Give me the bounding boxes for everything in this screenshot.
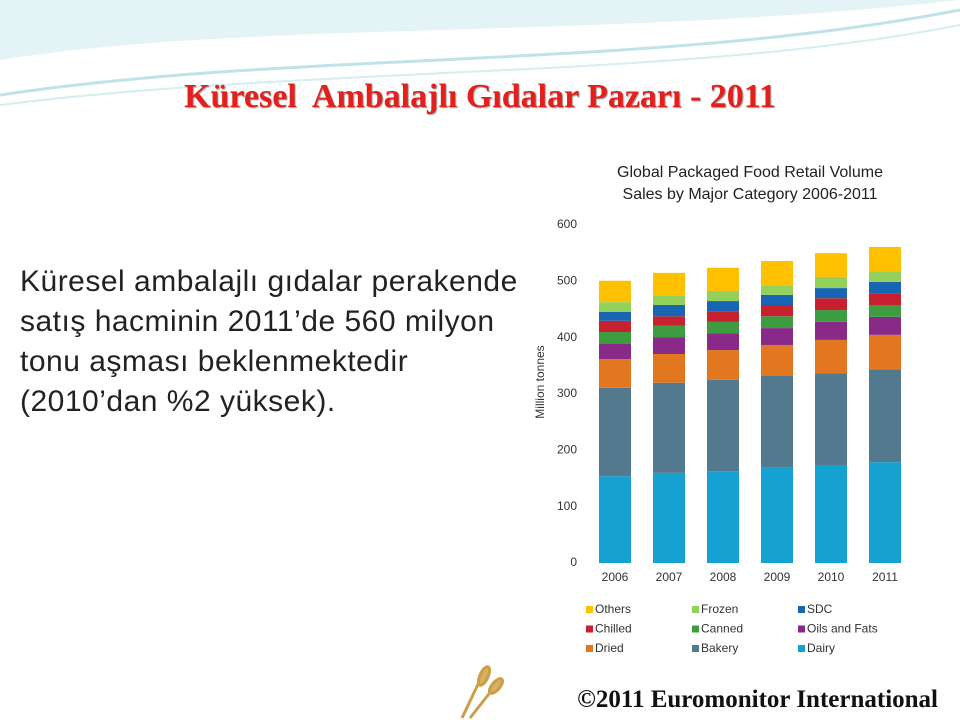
bar-segment	[761, 316, 793, 329]
legend-label: SDC	[807, 602, 833, 616]
bar-segment	[869, 316, 901, 335]
legend-swatch	[798, 625, 805, 633]
x-tick-label: 2008	[710, 570, 737, 584]
legend-label: Others	[595, 602, 631, 616]
bar-segment	[761, 294, 793, 305]
bar-segment	[815, 339, 847, 374]
bar-segment	[761, 261, 793, 286]
bar-segment	[599, 387, 631, 477]
legend-label: Dairy	[807, 641, 835, 655]
y-axis-label: Million tonnes	[533, 345, 547, 418]
bar-segment	[869, 304, 901, 317]
bar-segment	[707, 379, 739, 472]
bar-segment	[761, 375, 793, 468]
bar-segment	[815, 276, 847, 289]
slide-title: Küresel Ambalajlı Gıdalar Pazarı - 2011	[184, 78, 776, 115]
bar-segment	[599, 476, 631, 563]
bar-segment	[653, 472, 685, 563]
wheat-icon	[460, 665, 505, 719]
decor	[0, 0, 960, 60]
bar-segment	[653, 272, 685, 296]
bar-segment	[815, 464, 847, 563]
bar-segment	[599, 302, 631, 312]
legend-swatch	[692, 606, 699, 613]
bar-segment	[815, 298, 847, 311]
y-tick-label: 200	[557, 443, 577, 457]
bar-segment	[653, 354, 685, 383]
decor	[0, 8, 960, 97]
bar-segment	[707, 350, 739, 380]
bar-segment	[653, 382, 685, 473]
chart-subtitle: Sales by Major Category 2006-2011	[622, 186, 878, 203]
chart-title: Global Packaged Food Retail Volume	[617, 164, 883, 181]
bar-segment	[815, 253, 847, 277]
bar-segment	[599, 343, 631, 360]
legend-swatch	[586, 645, 593, 652]
legend-label: Frozen	[701, 602, 738, 616]
x-tick-label: 2009	[764, 570, 791, 584]
bar-segment	[599, 311, 631, 321]
x-tick-label: 2011	[872, 570, 898, 584]
footer: ©2011 Euromonitor International	[577, 686, 938, 713]
bar-segment	[599, 280, 631, 303]
bar-segment	[815, 288, 847, 299]
legend-swatch	[798, 606, 805, 613]
bar-segment	[815, 310, 847, 322]
bar-segment	[761, 328, 793, 345]
bar-segment	[815, 321, 847, 340]
bar-segment	[761, 344, 793, 376]
bar-segment	[707, 267, 739, 291]
y-tick-label: 400	[557, 330, 577, 344]
bar-segment	[707, 471, 739, 563]
legend-label: Dried	[595, 641, 624, 655]
bar-segment	[707, 311, 739, 322]
bar-segment	[653, 304, 685, 317]
legend-label: Oils and Fats	[807, 622, 878, 636]
y-tick-label: 500	[557, 274, 577, 288]
bar-segment	[707, 333, 739, 351]
legend-swatch	[586, 606, 593, 613]
legend-swatch	[586, 625, 593, 633]
body-text: Küresel ambalajlı gıdalar perakende satı…	[20, 265, 518, 418]
x-tick-label: 2010	[818, 570, 845, 584]
y-tick-label: 600	[557, 217, 577, 231]
y-tick-label: 100	[557, 499, 577, 513]
x-tick-label: 2006	[602, 570, 629, 584]
bar-segment	[653, 325, 685, 338]
y-tick-label: 0	[570, 555, 577, 569]
bar-segment	[869, 271, 901, 282]
bar-segment	[653, 337, 685, 355]
bar-segment	[869, 462, 901, 563]
bar-segment	[707, 301, 739, 312]
legend-label: Canned	[701, 622, 743, 636]
bar-segment	[653, 316, 685, 326]
bar-segment	[761, 285, 793, 295]
legend-swatch	[692, 645, 699, 652]
bar-segment	[707, 290, 739, 302]
legend-swatch	[692, 625, 699, 633]
bar-segment	[761, 467, 793, 563]
bar-segment	[761, 304, 793, 317]
bar-segment	[869, 334, 901, 370]
bar-segment	[869, 369, 901, 463]
bar-segment	[599, 320, 631, 333]
bar-segment	[707, 321, 739, 334]
bar-segment	[599, 332, 631, 344]
bar-segment	[869, 293, 901, 305]
legend-label: Chilled	[595, 622, 632, 636]
bar-segment	[599, 359, 631, 388]
bar-segment	[815, 373, 847, 465]
bar-segment	[653, 295, 685, 305]
bar-segment	[869, 246, 901, 272]
chart-title-block: Global Packaged Food Retail Volume Sales…	[560, 162, 940, 206]
legend-label: Bakery	[701, 641, 738, 655]
x-tick-label: 2007	[656, 570, 683, 584]
decor	[0, 24, 960, 106]
y-tick-label: 300	[557, 386, 577, 400]
bar-segment	[869, 281, 901, 294]
legend-swatch	[798, 645, 805, 652]
